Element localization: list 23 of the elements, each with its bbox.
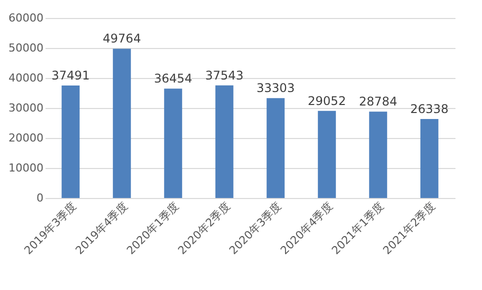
data-label: 28784	[359, 94, 398, 109]
y-tick-label: 20000	[8, 132, 44, 144]
y-tick-label: 60000	[8, 12, 44, 24]
y-tick-label: 50000	[8, 42, 44, 54]
bar	[164, 88, 182, 198]
data-label: 36454	[154, 72, 192, 86]
bar	[112, 48, 131, 198]
bar	[318, 110, 336, 198]
data-label: 37543	[205, 68, 244, 82]
bar	[215, 85, 234, 198]
data-label: 33303	[256, 81, 295, 96]
bar	[369, 112, 388, 198]
y-tick-label: 10000	[8, 162, 44, 174]
bar	[62, 86, 80, 198]
data-label: 29052	[308, 94, 346, 108]
y-tick-label: 30000	[8, 102, 44, 114]
bar	[266, 98, 285, 198]
data-label: 26338	[410, 102, 448, 116]
y-tick-label: 40000	[8, 72, 44, 84]
data-label: 37491	[52, 68, 90, 83]
bar	[420, 118, 438, 198]
y-tick-label: 0	[36, 192, 44, 204]
data-label: 49764	[102, 32, 141, 46]
